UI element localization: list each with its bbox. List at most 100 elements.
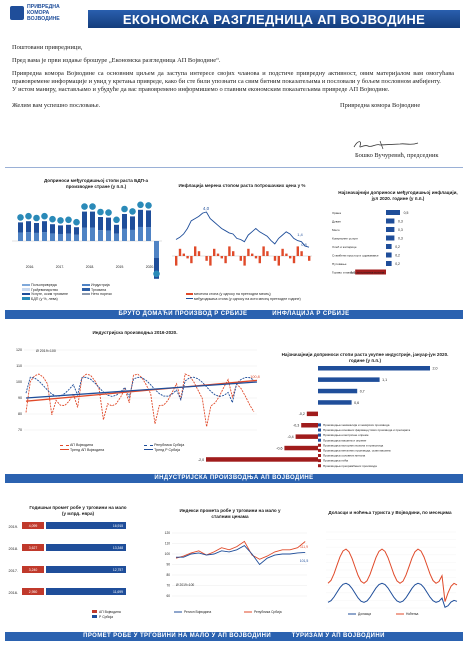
industry-y-tick: 90: [18, 396, 22, 400]
monthly-inflation-bar: [216, 253, 220, 256]
infl-contrib-label: Месо: [332, 228, 340, 232]
letter-line-2: Привредна комора Војводине са основним ц…: [12, 70, 454, 85]
signature-name: Бошко Вучуревић, председник: [355, 152, 439, 159]
index-y-tick: 100: [165, 552, 171, 556]
index-vojvodina-line: [176, 545, 306, 566]
gdp-bar-services: [106, 217, 111, 231]
monthly-inflation-bar: [285, 253, 288, 256]
gdp-bar-services: [42, 221, 47, 233]
infl-contrib-bar: [386, 235, 395, 241]
gdp-bar-industry: [74, 234, 79, 241]
gdp-point: [73, 218, 80, 226]
monthly-inflation-bar: [243, 256, 246, 266]
index-end-label-2: 101,5: [300, 559, 309, 563]
monthly-inflation-bar: [186, 256, 189, 259]
inflation-chart-title: Инфлација мерена стопом раста потрошачки…: [178, 183, 306, 188]
gdp-year-label: 2016.: [26, 265, 35, 269]
legend-label: Р Србија: [99, 615, 113, 619]
monthly-inflation-bar: [228, 246, 231, 256]
ind-contrib-value: -0,3: [293, 424, 299, 428]
ind-contrib-legend-label: Производња електричне опреме: [323, 433, 369, 437]
ind-contrib-legend-swatch: [318, 459, 321, 463]
infl-contrib-chart: Храна 0,5 Дуван 0,3 Месо 0,3 Комуналне услуге 0…: [332, 210, 409, 275]
index-base-label: Ø 2019=100: [176, 583, 194, 587]
gdp-bar-industry: [66, 233, 71, 241]
ind-contrib-legend-label: Производња металних производа, осим маши…: [323, 449, 391, 453]
retail-vojvodina-value: 3,627: [29, 546, 38, 550]
retail-serbia-bar: [46, 566, 126, 573]
monthly-inflation-bar: [254, 256, 258, 259]
inflation-end-label-1: 1,4: [297, 232, 303, 237]
ind-contrib-value: 0,6: [354, 401, 359, 405]
infl-contrib-title: Најзначајнији доприноси међугодишњој инф…: [338, 190, 458, 201]
infl-contrib-label: Комуналне услуге: [332, 237, 358, 241]
infl-contrib-bar: [386, 252, 392, 258]
gdp-bar-industry: [130, 229, 135, 241]
retail-serbia-value: 11,699: [113, 590, 123, 594]
legend-label: АП Војводина: [99, 610, 121, 614]
inflation-peak-label: 4,0: [203, 206, 210, 211]
yoy-inflation-line: [175, 211, 310, 248]
ind-contrib-value: 2,0: [433, 367, 438, 371]
gdp-point: [145, 202, 152, 209]
gdp-bar-industry: [26, 232, 31, 241]
ind-contrib-legend-label: Производња машина и опреме: [323, 438, 367, 442]
monthly-inflation-bar: [197, 251, 201, 256]
legend-label: Доласци: [358, 612, 371, 616]
ind-contrib-legend-swatch: [318, 423, 321, 427]
ind-contrib-bar: [301, 423, 318, 428]
retail-vojvodina-bar: [22, 566, 44, 573]
retail-annual-title: Годишњи промет робе у трговини на мало (…: [29, 505, 127, 516]
inflation-legend: месечна стопа (у односу на претходни мес…: [186, 292, 321, 301]
ind-contrib-legend-label: Производња основних фармацеутских произв…: [323, 428, 410, 432]
infl-contrib-label: Храна: [332, 211, 341, 215]
retail-vojvodina-bar: [22, 544, 44, 551]
gdp-year-label: 2017.: [56, 265, 65, 269]
signature-icon: [353, 140, 419, 150]
monthly-inflation-bar: [190, 256, 193, 264]
retail-serbia-bar: [46, 522, 126, 529]
legend-swatch: [92, 610, 97, 613]
ind-contrib-legend-swatch: [318, 443, 321, 447]
retail-year-label: 2017.: [8, 569, 18, 573]
industry-serbia-trend: [25, 381, 258, 399]
monthly-inflation-bar: [239, 256, 242, 261]
monthly-inflation-bar: [205, 256, 208, 261]
retail-year-label: 2019.: [8, 525, 18, 529]
retail-index-chart: 60 70 80 90 100 110 120 111,9 101,5 Ø 2019=100 Рег…: [165, 531, 309, 614]
chamber-logo-icon: [10, 6, 24, 20]
gdp-year-label: 2018.: [86, 265, 95, 269]
index-serbia-line: [175, 540, 306, 560]
gdp-bar-industry: [42, 232, 47, 241]
retail-year-label: 2018.: [8, 547, 18, 551]
infl-contrib-label: Гориво и мазиво за путничка возила: [332, 271, 384, 275]
monthly-inflation-bar: [266, 251, 269, 256]
gdp-bar-services: [58, 225, 63, 234]
monthly-inflation-bar: [289, 256, 292, 259]
ind-contrib-legend-label: Производња пића: [323, 459, 348, 463]
industry-vojvodina-line: [25, 373, 255, 427]
monthly-inflation-bar: [213, 248, 216, 256]
gdp-bar-services: [18, 222, 23, 233]
industry-y-tick: 70: [18, 428, 22, 432]
infl-contrib-bar: [386, 261, 392, 266]
retail-year-label: 2016.: [8, 591, 18, 595]
gdp-point: [113, 216, 120, 224]
monthly-inflation-bar: [175, 256, 178, 266]
industry-chart-title: Индустријска производња 2016-2020.: [92, 330, 178, 335]
index-y-tick: 60: [166, 594, 170, 598]
gdp-year-label: 2020.: [146, 265, 155, 269]
gdp-point: [81, 203, 88, 210]
gdp-bar-services: [146, 210, 151, 228]
gdp-chart: 2016. 2017. 2018. 2019. 2020.: [12, 201, 162, 279]
gdp-bar-services: [66, 224, 71, 234]
gdp-bar-services: [82, 211, 87, 228]
retail-vojvodina-value: 2,950: [29, 590, 38, 594]
infl-contrib-value: 0,5: [404, 211, 409, 215]
infl-contrib-value: 0,3: [398, 237, 403, 241]
inflation-end-label-2: 0,8: [301, 242, 307, 247]
gdp-point: [57, 217, 64, 224]
monthly-inflation-bar: [281, 248, 284, 256]
monthly-inflation-bar: [251, 253, 254, 256]
ind-contrib-legend-label: Производња основних метала: [323, 454, 366, 458]
